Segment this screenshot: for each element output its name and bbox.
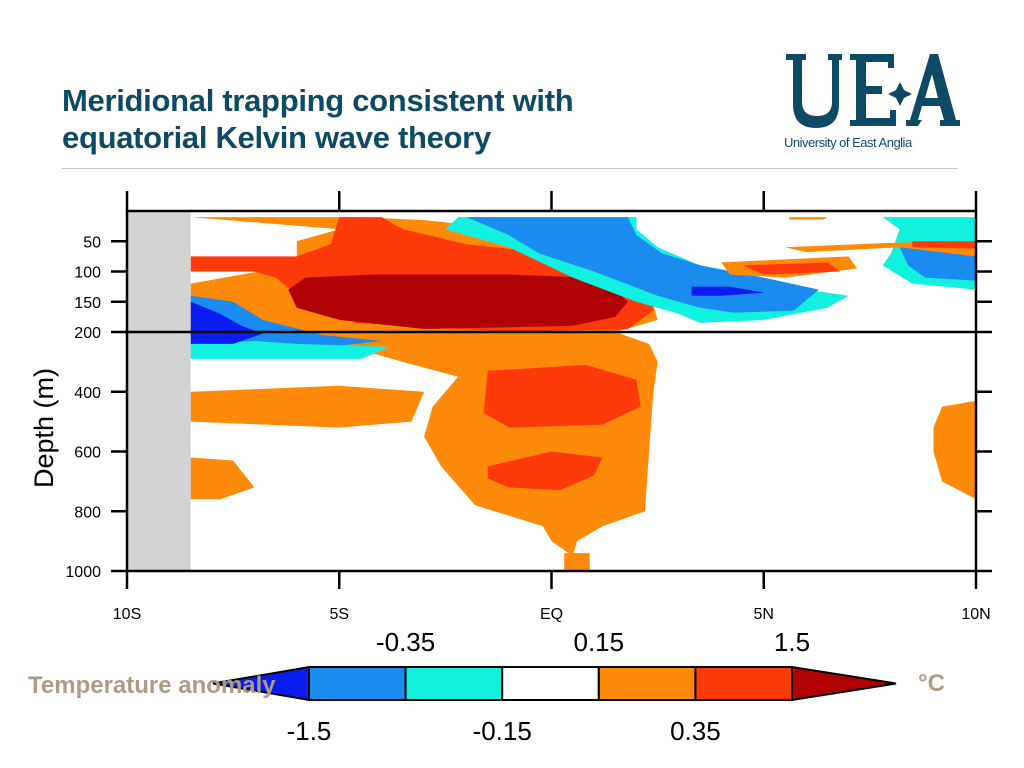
colorbar-level-bottom: 0.35: [670, 716, 721, 746]
anomaly-region-18-upper: [912, 241, 976, 249]
anomaly-region-9-lower: [190, 332, 263, 344]
anomaly-region-5-lower: [190, 385, 425, 428]
upper-panel-fields: [190, 217, 976, 332]
anomaly-region-19-upper: [789, 217, 828, 220]
y-tick-label: 400: [74, 385, 101, 402]
anomaly-region-14-upper: [742, 262, 841, 275]
page-title: Meridional trapping consistent with equa…: [62, 83, 574, 155]
x-tick-label: 10N: [961, 606, 990, 623]
y-tick-label: 800: [74, 504, 101, 521]
colorbar-swatch-3: [501, 666, 600, 701]
y-axis-title: Depth (m): [29, 368, 59, 488]
colorbar-units: °C: [918, 670, 945, 697]
colorbar-level-bottom: -0.15: [473, 716, 532, 746]
axis-ticks: 10S 5S EQ 5N 10N 50 100 150 200 400 600 800 1000: [65, 191, 992, 623]
anomaly-region-9-upper: [190, 301, 259, 332]
anomaly-region-12-upper: [691, 286, 764, 296]
anomaly-region-4-lower: [487, 451, 603, 491]
anomaly-region-21-lower: [564, 553, 590, 571]
anomaly-region-3-lower: [483, 364, 641, 428]
y-tick-label: 100: [74, 265, 101, 282]
colorbar-swatch-6: [791, 665, 897, 702]
anomaly-region-6-lower: [190, 457, 255, 500]
colorbar-swatch-5: [694, 666, 794, 701]
colorbar-level-top: 1.5: [774, 627, 810, 657]
land-mask: [127, 211, 191, 571]
anomaly-region-8-lower: [190, 341, 391, 359]
colorbar: -0.35 0.15 1.5 -1.5 -0.15 0.35: [212, 627, 897, 746]
anomaly-region-20-lower: [933, 400, 976, 500]
colorbar-swatch-4: [597, 666, 697, 701]
lower-panel-fields: [190, 332, 976, 571]
uea-logo-mark: [786, 54, 960, 128]
x-tick-label: EQ: [540, 606, 563, 623]
colorbar-label: Temperature anomaly: [28, 672, 276, 699]
y-tick-label: 600: [74, 445, 101, 462]
colorbar-level-top: -0.35: [376, 627, 435, 657]
y-tick-label: 150: [74, 295, 101, 312]
title-divider: [62, 168, 958, 169]
colorbar-swatch-2: [404, 666, 504, 701]
colorbar-swatch-1: [308, 666, 407, 701]
y-tick-label: 1000: [65, 564, 101, 581]
colorbar-level-bottom: -1.5: [287, 716, 332, 746]
y-tick-label: 50: [83, 234, 101, 251]
x-tick-label: 5N: [754, 606, 774, 623]
anomaly-region-2-upper: [288, 274, 628, 329]
uea-logo: University of East Anglia: [784, 50, 960, 154]
y-tick-label: 200: [74, 325, 101, 342]
x-tick-label: 10S: [113, 606, 141, 623]
colorbar-level-top: 0.15: [573, 627, 624, 657]
logo-university-name: University of East Anglia: [784, 135, 912, 150]
x-tick-label: 5S: [329, 606, 349, 623]
